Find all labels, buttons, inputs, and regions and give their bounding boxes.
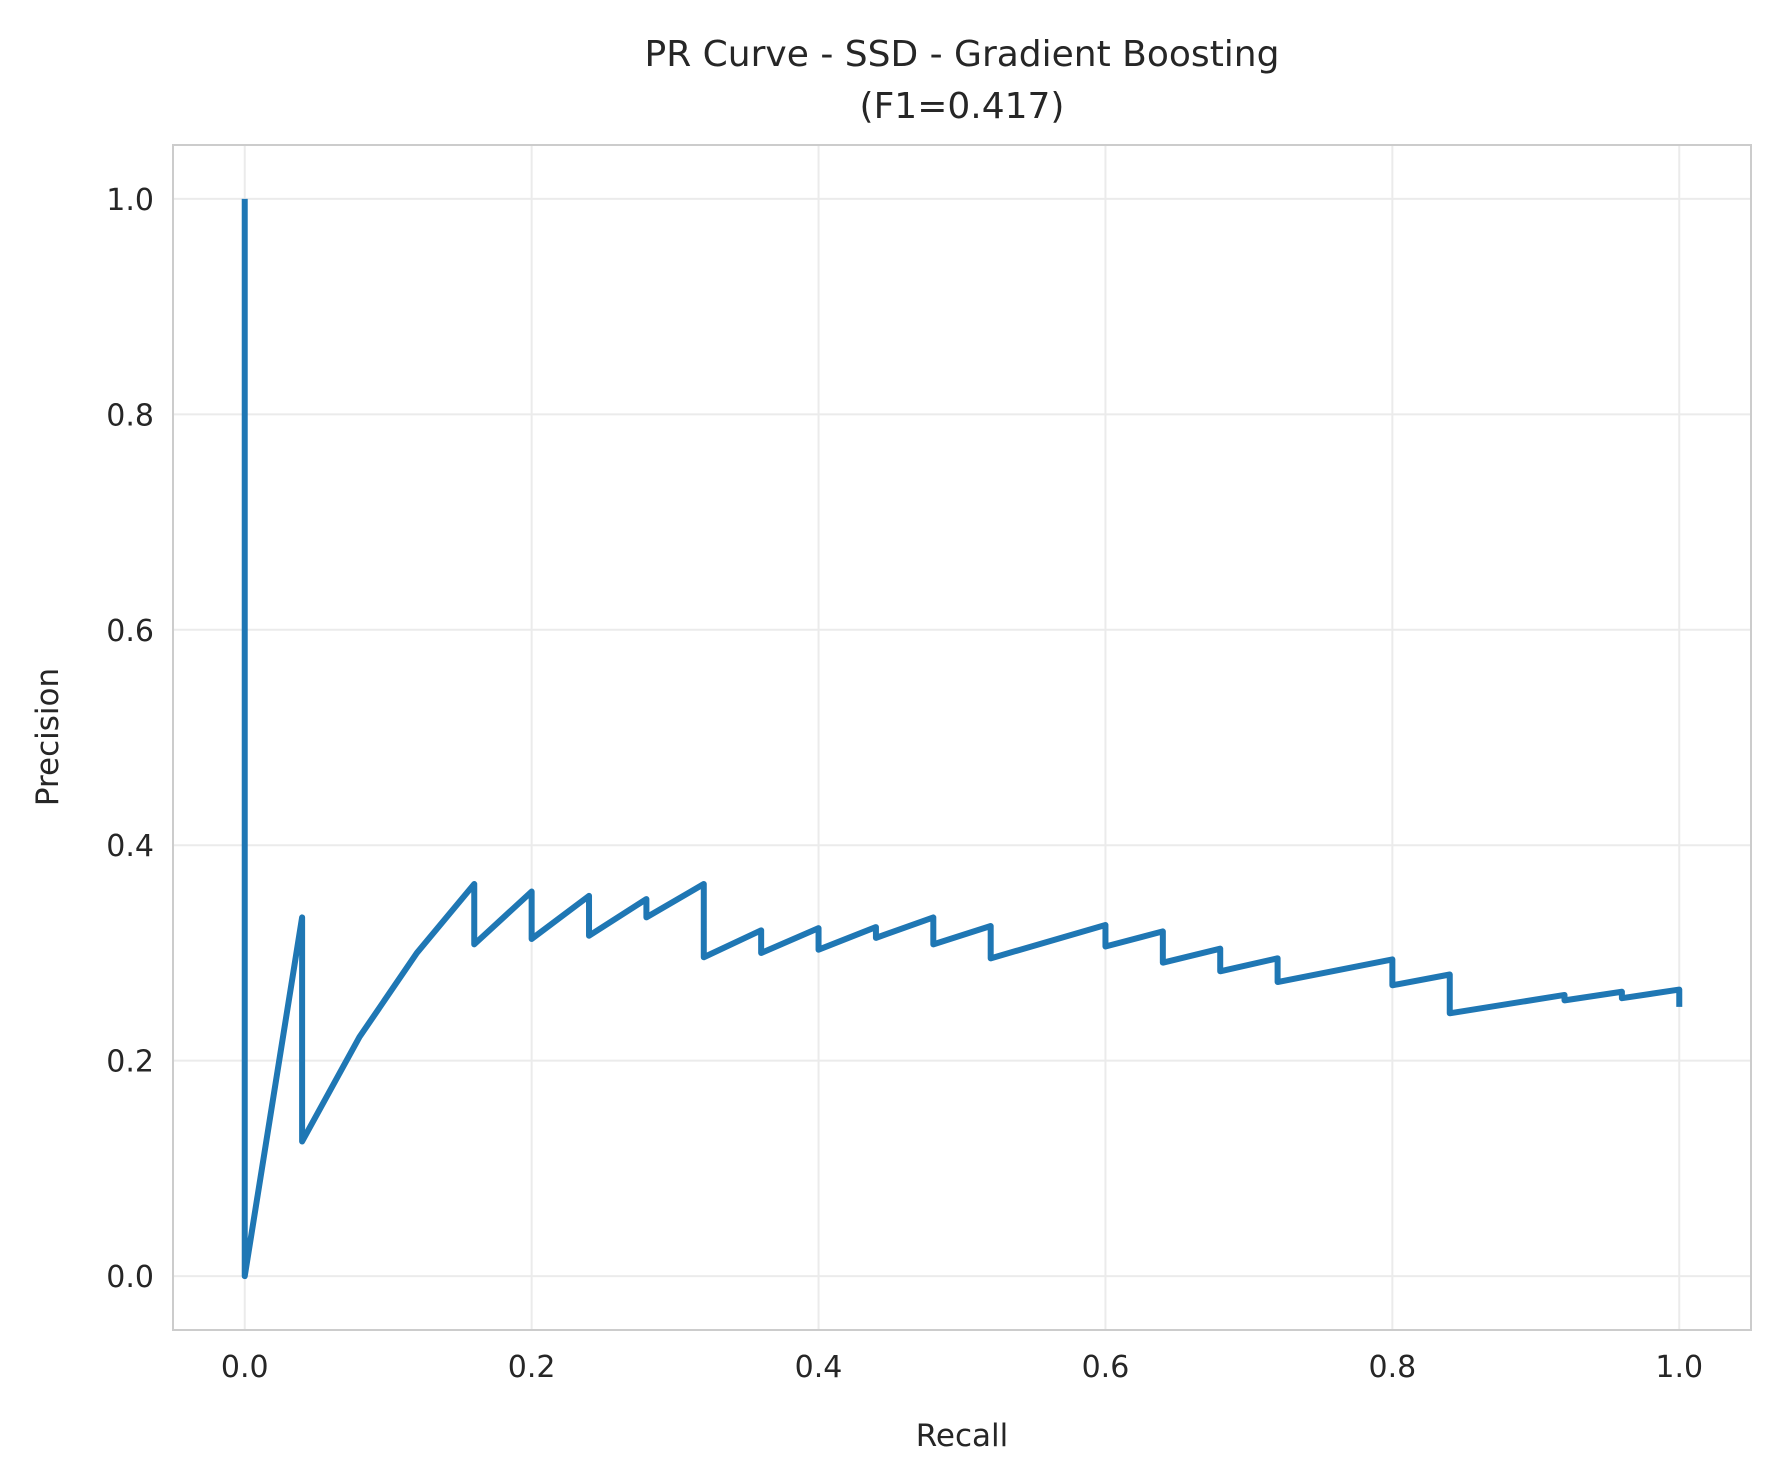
y-tick-label: 0.8 [106,398,154,433]
y-tick-label: 0.4 [106,829,154,864]
plot-frame [172,144,1752,1331]
x-axis-label: Recall [916,1418,1009,1454]
y-axis-label: Precision [30,668,66,806]
grid [173,145,1751,1330]
x-tick-label: 0.8 [1369,1350,1417,1385]
y-tick-label: 1.0 [106,183,154,218]
x-tick-label: 0.6 [1082,1350,1130,1385]
x-axis-ticks: 0.0 0.2 0.4 0.6 0.8 1.0 [221,1350,1703,1385]
y-tick-label: 0.6 [106,614,154,649]
chart-title-line-1: PR Curve - SSD - Gradient Boosting [645,34,1280,75]
x-tick-label: 0.4 [795,1350,843,1385]
x-tick-label: 0.0 [221,1350,269,1385]
chart-title-line-2: (F1=0.417) [860,86,1065,127]
y-axis-ticks: 0.0 0.2 0.4 0.6 0.8 1.0 [106,183,154,1295]
x-tick-label: 1.0 [1655,1350,1703,1385]
x-tick-label: 0.2 [508,1350,556,1385]
y-tick-label: 0.0 [106,1260,154,1295]
pr-curve-line [241,198,1683,1280]
y-tick-label: 0.2 [106,1045,154,1080]
